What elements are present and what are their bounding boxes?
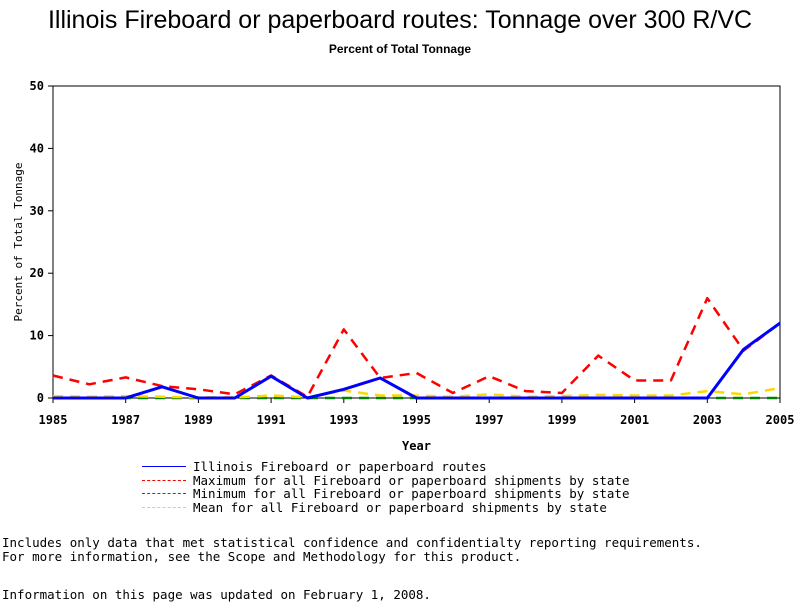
x-tick-label: 2001 [620, 413, 649, 427]
x-tick-label: 1991 [257, 413, 286, 427]
y-tick-label: 20 [30, 266, 44, 280]
series-line [52, 386, 781, 399]
x-tick-label: 1999 [547, 413, 576, 427]
footnotes: Includes only data that met statistical … [2, 536, 702, 564]
x-tick-label: 1993 [329, 413, 358, 427]
plot-frame [52, 85, 781, 399]
y-tick-label: 30 [30, 204, 44, 218]
x-tick-label: 1987 [111, 413, 140, 427]
legend-label: Minimum for all Fireboard or paperboard … [193, 486, 630, 502]
update-notice: Information on this page was updated on … [2, 587, 431, 602]
legend-label: Mean for all Fireboard or paperboard shi… [193, 499, 607, 515]
chart-legend: Illinois Fireboard or paperboard routes M… [142, 459, 630, 515]
legend-entry: Mean for all Fireboard or paperboard shi… [142, 499, 630, 515]
footnote-line: Includes only data that met statistical … [2, 535, 702, 550]
legend-entry: Minimum for all Fireboard or paperboard … [142, 486, 630, 502]
legend-label: Maximum for all Fireboard or paperboard … [193, 472, 630, 488]
x-tick-label: 2003 [693, 413, 722, 427]
series-line [52, 296, 781, 399]
y-tick-label: 10 [30, 329, 44, 343]
x-axis-label: Year [402, 439, 431, 453]
x-tick-label: 1989 [184, 413, 213, 427]
x-tick-label: 1997 [475, 413, 504, 427]
legend-swatch [142, 506, 186, 508]
y-tick-label: 40 [30, 141, 44, 155]
x-tick-label: 1985 [39, 413, 68, 427]
legend-swatch [142, 479, 186, 481]
x-tick-label: 2005 [766, 413, 795, 427]
footnote-line: For more information, see the Scope and … [2, 549, 522, 564]
series-line [53, 321, 781, 400]
legend-swatch [142, 493, 186, 495]
legend-swatch [142, 466, 186, 468]
chart-title: Illinois Fireboard or paperboard routes:… [47, 6, 753, 34]
y-tick-label: 50 [30, 79, 44, 93]
legend-entry: Illinois Fireboard or paperboard routes [142, 459, 630, 475]
legend-entry: Maximum for all Fireboard or paperboard … [142, 472, 630, 488]
y-tick-label: 0 [37, 391, 44, 405]
line-chart: 0 10 20 30 40 50 1985 1987 1989 1991 1993 1995 1997 1… [12, 79, 795, 453]
chart-subtitle: Percent of Total Tonnage [328, 42, 472, 56]
legend-label: Illinois Fireboard or paperboard routes [193, 459, 487, 475]
y-axis-label: Percent of Total Tonnage [12, 163, 25, 322]
x-tick-label: 1995 [402, 413, 431, 427]
